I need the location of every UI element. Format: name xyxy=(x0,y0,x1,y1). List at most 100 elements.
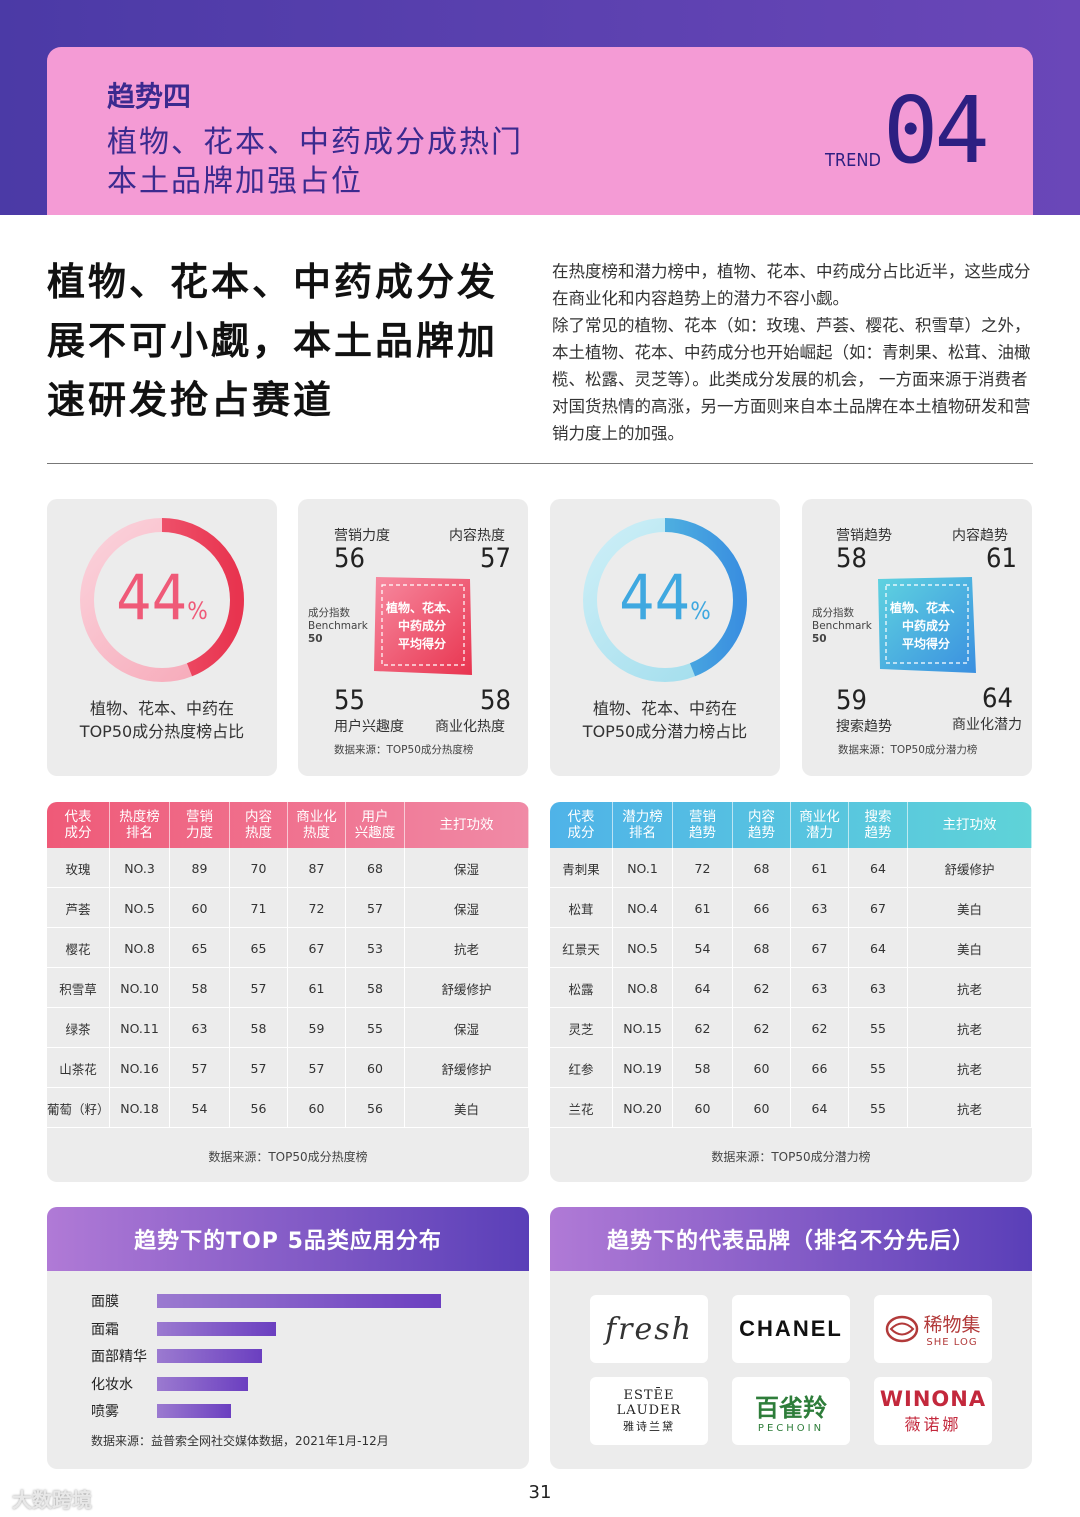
table-cell: NO.8 xyxy=(110,928,170,968)
table-cell: 64 xyxy=(849,928,908,968)
heat-share-card: 44% 植物、花本、中药在 TOP50成分热度榜占比 xyxy=(47,499,277,776)
table-cell: 72 xyxy=(288,888,346,928)
table-cell: 美白 xyxy=(908,888,1032,928)
table-cell: 松露 xyxy=(550,968,613,1008)
table-cell: 葡萄（籽） xyxy=(47,1088,110,1128)
table-cell: 绿茶 xyxy=(47,1008,110,1048)
table-row: 绿茶 NO.11 63 58 59 55 保湿 xyxy=(47,1008,529,1048)
score-label-marketing: 营销力度 xyxy=(334,528,390,544)
heat-header-cell: 主打功效 xyxy=(405,802,529,848)
table-cell: 63 xyxy=(791,968,849,1008)
table-cell: 63 xyxy=(170,1008,230,1048)
score-label-content-trend: 内容趋势 xyxy=(952,528,1008,544)
table-cell: 64 xyxy=(673,968,733,1008)
potential-share-caption: 植物、花本、中药在 TOP50成分潜力榜占比 xyxy=(582,699,748,741)
potential-header-cell: 商业化 潜力 xyxy=(791,802,849,848)
table-cell: 71 xyxy=(230,888,288,928)
heat-ranking-table: 代表 成分 热度榜 排名 营销 力度 内容 热度 商业化 热度 用户 兴趣度 主打功效 玫瑰 NO.3 89… xyxy=(47,802,529,1182)
intro-text: 在热度榜和潜力榜中，植物、花本、中药成分占比近半，这些成分在商业化和内容趋势上的… xyxy=(552,258,1036,447)
table-cell: 抗老 xyxy=(908,968,1032,1008)
table-row: 樱花 NO.8 65 65 67 53 抗老 xyxy=(47,928,529,968)
table-cell: 58 xyxy=(230,1008,288,1048)
table-cell: 红景天 xyxy=(550,928,613,968)
heat-share-ring xyxy=(80,518,244,682)
score-value-commercial-potential: 64 xyxy=(982,683,1013,714)
intro-paragraph-1: 在热度榜和潜力榜中，植物、花本、中药成分占比近半，这些成分在商业化和内容趋势上的… xyxy=(552,262,1031,308)
bar xyxy=(157,1294,441,1308)
heat-share-caption: 植物、花本、中药在 TOP50成分热度榜占比 xyxy=(79,699,245,741)
table-cell: 舒缓修护 xyxy=(405,968,529,1008)
heat-header-cell: 商业化 热度 xyxy=(288,802,346,848)
score-label-interest: 用户兴趣度 xyxy=(334,719,404,735)
table-cell: 63 xyxy=(791,888,849,928)
heat-scores-card: 营销力度 56 内容热度 57 成分指数 Benchmark 50 植物、花本、 中药… xyxy=(298,499,528,776)
table-cell: 玫瑰 xyxy=(47,848,110,888)
table-row: 积雪草 NO.10 58 57 61 58 舒缓修护 xyxy=(47,968,529,1008)
table-cell: 60 xyxy=(733,1048,791,1088)
score-label-marketing-trend: 营销趋势 xyxy=(836,528,892,544)
table-cell: 60 xyxy=(733,1088,791,1128)
table-cell: 60 xyxy=(288,1088,346,1128)
bar-label: 面霜 xyxy=(91,1321,119,1338)
table-cell: 62 xyxy=(791,1008,849,1048)
potential-table-source: 数据来源：TOP50成分潜力榜 xyxy=(711,1150,871,1164)
table-cell: 55 xyxy=(849,1048,908,1088)
table-cell: NO.3 xyxy=(110,848,170,888)
trend-kicker: 趋势四 xyxy=(107,80,192,113)
potential-scores-card: 营销趋势 58 内容趋势 61 成分指数 Benchmark 50 植物、花本、 中药… xyxy=(802,499,1032,776)
table-cell: NO.8 xyxy=(613,968,673,1008)
table-cell: 青刺果 xyxy=(550,848,613,888)
potential-header-cell: 主打功效 xyxy=(908,802,1032,848)
table-cell: 舒缓修护 xyxy=(908,848,1032,888)
score-value-marketing: 56 xyxy=(334,543,365,574)
shelog-emblem-icon xyxy=(886,1315,919,1343)
table-cell: 61 xyxy=(673,888,733,928)
table-cell: 山茶花 xyxy=(47,1048,110,1088)
table-cell: 美白 xyxy=(908,928,1032,968)
table-cell: 58 xyxy=(673,1048,733,1088)
table-row: 青刺果 NO.1 72 68 61 64 舒缓修护 xyxy=(550,848,1032,888)
table-cell: 68 xyxy=(346,848,405,888)
table-row: 红参 NO.19 58 60 66 55 抗老 xyxy=(550,1048,1032,1088)
table-cell: 72 xyxy=(673,848,733,888)
brand-logo-pechoin: 百雀羚 PECHOIN xyxy=(732,1377,850,1445)
heat-scores-source: 数据来源：TOP50成分热度榜 xyxy=(334,744,474,756)
table-cell: NO.11 xyxy=(110,1008,170,1048)
section-headline: 植物、花本、中药成分发展不可小觑，本土品牌加速研发抢占赛道 xyxy=(47,260,499,422)
benchmark-note: 成分指数 Benchmark 50 xyxy=(308,607,368,645)
table-cell: NO.5 xyxy=(613,928,673,968)
score-value-interest: 55 xyxy=(334,685,365,716)
score-label-commercial: 商业化热度 xyxy=(435,719,505,735)
table-cell: 59 xyxy=(288,1008,346,1048)
heat-header-cell: 热度榜 排名 xyxy=(110,802,170,848)
table-cell: 抗老 xyxy=(908,1048,1032,1088)
bar-label: 面膜 xyxy=(91,1294,119,1310)
potential-share-ring xyxy=(583,518,747,682)
brand-logo-fresh: fresh xyxy=(590,1295,708,1363)
table-cell: 63 xyxy=(849,968,908,1008)
table-cell: 松茸 xyxy=(550,888,613,928)
table-cell: 65 xyxy=(230,928,288,968)
bar-label: 面部精华 xyxy=(91,1349,147,1365)
table-cell: 55 xyxy=(346,1008,405,1048)
trend-title-line2: 本土品牌加强占位 xyxy=(107,164,363,199)
table-row: 红景天 NO.5 54 68 67 64 美白 xyxy=(550,928,1032,968)
table-cell: NO.10 xyxy=(110,968,170,1008)
table-cell: 67 xyxy=(849,888,908,928)
page-number: 31 xyxy=(528,1482,552,1503)
table-cell: 保湿 xyxy=(405,888,529,928)
table-cell: 62 xyxy=(733,968,791,1008)
score-label-content: 内容热度 xyxy=(449,528,505,544)
table-cell: 芦荟 xyxy=(47,888,110,928)
table-cell: 抗老 xyxy=(405,928,529,968)
table-row: 玫瑰 NO.3 89 70 87 68 保湿 xyxy=(47,848,529,888)
trend-title-line1: 植物、花本、中药成分成热门 xyxy=(107,125,523,160)
table-cell: 美白 xyxy=(405,1088,529,1128)
table-cell: 57 xyxy=(170,1048,230,1088)
table-cell: 62 xyxy=(733,1008,791,1048)
bar xyxy=(157,1321,277,1336)
table-cell: 66 xyxy=(791,1048,849,1088)
potential-ranking-table: 代表 成分 潜力榜 排名 营销 趋势 内容 趋势 商业化 潜力 搜索 趋势 主打功效 青刺果 NO.1 72… xyxy=(550,802,1032,1182)
potential-header-cell: 代表 成分 xyxy=(550,802,613,848)
potential-share-card: 44% 植物、花本、中药在 TOP50成分潜力榜占比 xyxy=(550,499,780,776)
